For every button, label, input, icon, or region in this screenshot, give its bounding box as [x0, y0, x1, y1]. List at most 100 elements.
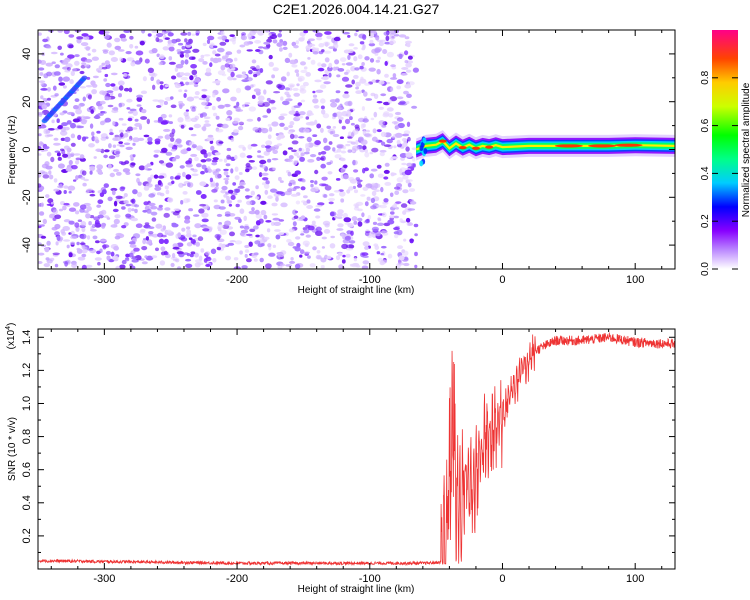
noise-speck — [364, 149, 369, 153]
noise-speck — [212, 50, 217, 55]
noise-speck — [206, 136, 215, 141]
colorbar-tick-label: 0.6 — [700, 118, 711, 132]
noise-speck — [214, 53, 221, 57]
noise-speck — [185, 109, 189, 112]
spectrogram-noise — [38, 30, 419, 269]
noise-speck — [185, 263, 193, 268]
noise-speck — [102, 92, 107, 96]
noise-speck — [89, 170, 93, 175]
noise-speck — [226, 60, 231, 64]
noise-speck — [68, 34, 75, 38]
noise-speck — [300, 61, 306, 66]
noise-speck — [114, 134, 120, 138]
noise-speck — [212, 157, 219, 161]
noise-speck — [362, 186, 369, 191]
noise-speck — [85, 85, 93, 88]
noise-speck — [293, 113, 301, 117]
noise-speck — [110, 57, 118, 62]
noise-speck — [308, 121, 316, 126]
noise-speck — [129, 35, 134, 40]
noise-speck — [54, 150, 61, 153]
noise-speck — [301, 35, 305, 41]
noise-speck — [336, 216, 343, 219]
noise-speck — [212, 258, 217, 263]
noise-speck — [134, 45, 139, 49]
noise-speck — [210, 248, 217, 255]
noise-speck — [290, 193, 299, 197]
noise-speck — [293, 45, 299, 49]
noise-speck — [81, 136, 87, 142]
noise-speck — [277, 252, 285, 258]
noise-speck — [85, 213, 91, 219]
noise-speck — [101, 111, 107, 114]
noise-speck — [193, 123, 202, 129]
noise-speck — [190, 133, 197, 137]
noise-speck — [80, 176, 86, 180]
noise-speck — [277, 33, 283, 38]
noise-speck — [339, 136, 344, 139]
noise-speck — [205, 158, 212, 162]
snr-y-ticks: 0.2 0.4 0.6 0.8 1.0 1.2 1.4 — [21, 330, 675, 553]
noise-speck — [241, 79, 249, 83]
noise-speck — [303, 128, 310, 134]
noise-speck — [403, 90, 409, 95]
noise-speck — [399, 100, 406, 105]
snr-panel: -300 -200 -100 0 100 0.2 0.4 0.6 0.8 1.0 1.2 1.4 H… — [5, 323, 676, 595]
noise-speck — [200, 248, 205, 253]
noise-speck — [110, 251, 115, 257]
noise-speck — [81, 249, 88, 254]
noise-speck — [95, 148, 102, 152]
noise-speck — [357, 221, 363, 227]
noise-speck — [402, 250, 409, 256]
noise-speck — [401, 137, 408, 142]
noise-speck — [267, 243, 272, 248]
noise-speck — [323, 137, 328, 144]
noise-speck — [63, 190, 67, 194]
noise-speck — [68, 252, 73, 258]
noise-speck — [386, 138, 393, 144]
noise-speck — [279, 122, 285, 127]
noise-speck — [258, 172, 263, 178]
noise-speck — [81, 62, 87, 65]
noise-speck — [227, 76, 234, 81]
noise-speck — [285, 87, 290, 91]
noise-speck — [357, 208, 363, 212]
noise-speck — [341, 243, 348, 250]
noise-speck — [98, 211, 104, 215]
noise-speck — [186, 226, 191, 230]
noise-speck — [347, 34, 351, 38]
noise-speck — [305, 143, 310, 147]
noise-speck — [280, 96, 284, 101]
noise-speck — [312, 90, 316, 94]
noise-speck — [217, 36, 225, 40]
noise-speck — [343, 164, 348, 169]
noise-speck — [104, 117, 112, 123]
noise-speck — [390, 156, 398, 159]
noise-speck — [368, 67, 376, 72]
noise-speck — [352, 185, 356, 190]
noise-speck — [372, 203, 380, 209]
noise-speck — [38, 32, 42, 36]
noise-speck — [186, 229, 192, 235]
noise-speck — [138, 165, 146, 171]
noise-speck — [394, 190, 400, 195]
noise-speck — [315, 215, 321, 219]
noise-speck — [74, 98, 80, 102]
noise-speck — [340, 57, 347, 62]
noise-speck — [194, 156, 199, 162]
noise-speck — [310, 154, 317, 158]
noise-speck — [152, 84, 156, 91]
x-tick-label: -200 — [226, 573, 248, 585]
noise-speck — [217, 57, 222, 63]
y-tick-label: 1.0 — [21, 396, 33, 411]
noise-speck — [375, 35, 380, 41]
noise-speck — [399, 153, 408, 158]
noise-speck — [230, 71, 235, 78]
noise-speck — [106, 90, 114, 93]
noise-speck — [160, 113, 167, 119]
noise-speck — [362, 123, 366, 128]
noise-speck — [404, 36, 410, 40]
noise-speck — [382, 212, 387, 218]
noise-speck — [237, 199, 242, 203]
noise-speck — [321, 109, 326, 115]
